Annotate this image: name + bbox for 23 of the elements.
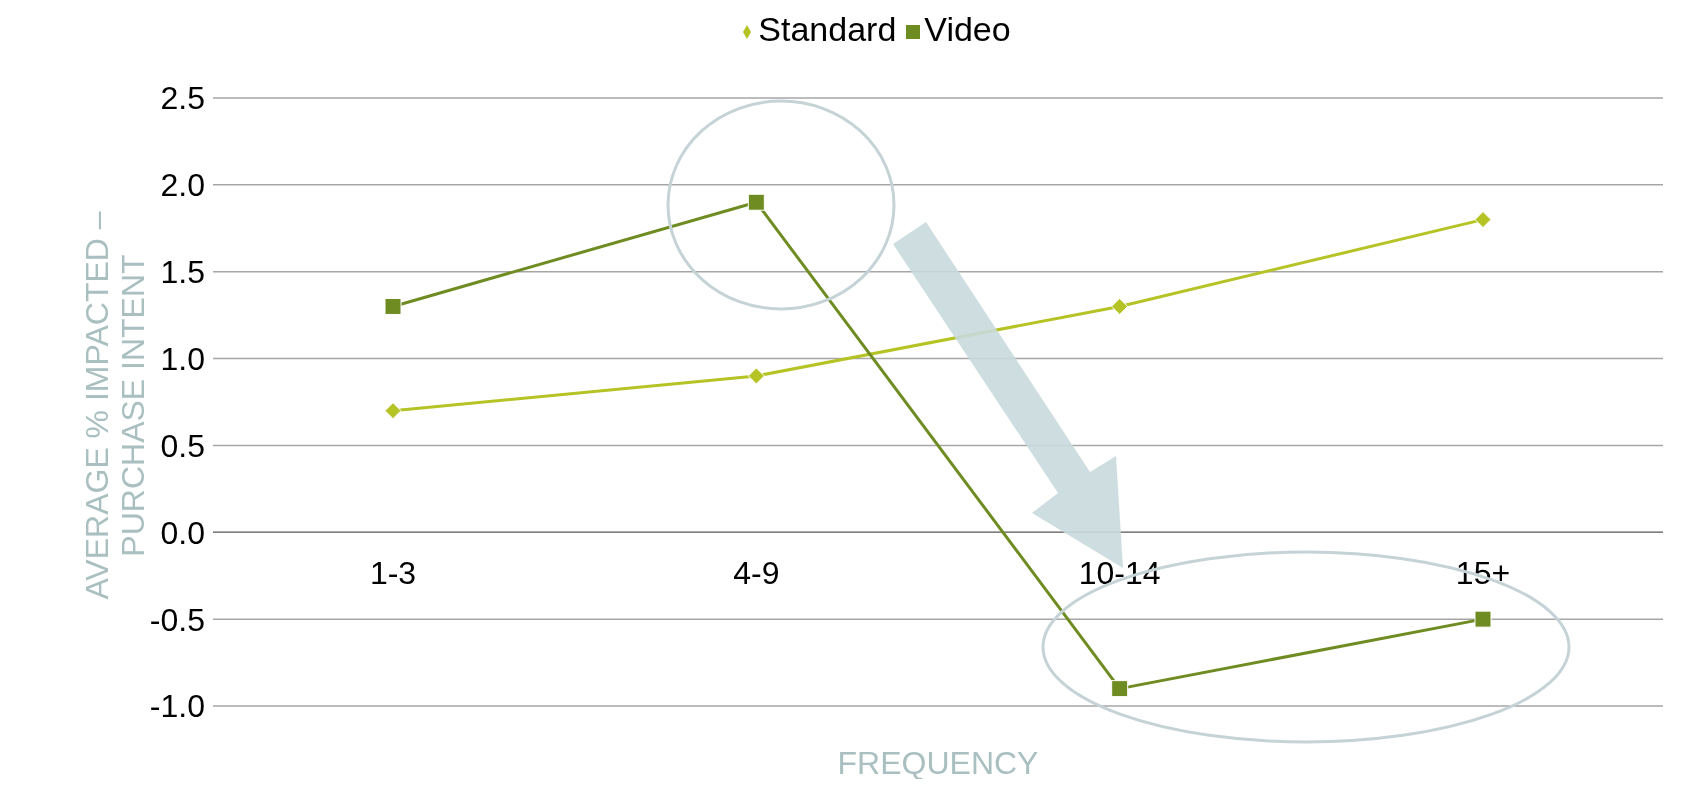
y-axis-title: AVERAGE % IMPACTED – PURCHASE INTENT bbox=[79, 211, 151, 600]
point bbox=[384, 297, 402, 315]
y-tick-label: 2.5 bbox=[160, 80, 205, 117]
x-tick-label: 10-14 bbox=[1078, 555, 1161, 592]
x-tick-label: 4-9 bbox=[733, 555, 780, 592]
point bbox=[1111, 680, 1129, 698]
y-tick-label: 2.0 bbox=[160, 167, 205, 204]
point bbox=[747, 193, 765, 211]
y-tick-label: 0.0 bbox=[160, 514, 205, 551]
y-tick-label: 1.5 bbox=[160, 254, 205, 291]
point bbox=[1474, 610, 1492, 628]
x-tick-label: 1-3 bbox=[369, 555, 417, 592]
point bbox=[747, 367, 765, 385]
y-tick-label: -0.5 bbox=[149, 601, 205, 638]
point bbox=[1474, 211, 1492, 229]
y-tick-label: 1.0 bbox=[160, 340, 205, 377]
point bbox=[384, 402, 402, 420]
y-tick-label: 0.5 bbox=[160, 427, 205, 464]
legend-label: Standard bbox=[758, 10, 897, 48]
point bbox=[1111, 297, 1129, 315]
y-tick-label: -1.0 bbox=[149, 688, 205, 725]
legend-label: Video bbox=[924, 10, 1011, 48]
x-tick-label: 15+ bbox=[1455, 555, 1511, 592]
